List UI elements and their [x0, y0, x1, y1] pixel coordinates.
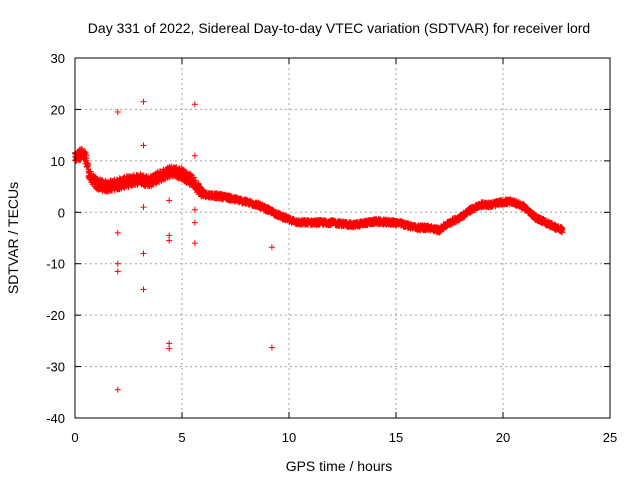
plot-frame [74, 57, 611, 419]
outlier-point [114, 386, 121, 393]
track-point [187, 171, 194, 178]
y-tick-label: -20 [46, 308, 65, 323]
outlier-point [140, 142, 147, 149]
x-tick-label: 0 [71, 430, 78, 445]
outlier-point [191, 152, 198, 159]
outlier-point [166, 340, 173, 347]
outlier-point [114, 268, 121, 275]
outlier-point [166, 232, 173, 239]
y-tick-label: 20 [51, 102, 65, 117]
y-tick-label: 30 [51, 51, 65, 66]
chart-title: Day 331 of 2022, Sidereal Day-to-day VTE… [88, 20, 590, 36]
tick-labels: 0 5 10 15 20 25 -40 -30 -20 -10 0 10 20 30 [46, 51, 617, 445]
y-tick-label: -40 [46, 411, 65, 426]
outlier-point [191, 219, 198, 226]
outlier-point [191, 101, 198, 108]
grid [74, 57, 611, 419]
y-tick-label: -10 [46, 257, 65, 272]
outlier-point [166, 237, 173, 244]
outlier-point [140, 250, 147, 257]
data-points [72, 98, 566, 393]
x-tick-label: 20 [496, 430, 510, 445]
x-tick-label: 15 [389, 430, 403, 445]
outlier-point [114, 229, 121, 236]
track-point [84, 162, 91, 169]
track-point [83, 152, 90, 159]
outlier-point [114, 260, 121, 267]
y-tick-label: 0 [58, 205, 65, 220]
y-tick-label: 10 [51, 154, 65, 169]
x-tick-label: 5 [178, 430, 185, 445]
outlier-point [268, 244, 275, 251]
outlier-point [191, 240, 198, 247]
y-axis-label: SDTVAR / TECUs [5, 182, 21, 294]
track-point [183, 169, 190, 176]
outlier-point [268, 344, 275, 351]
outlier-point [140, 286, 147, 293]
x-tick-label: 10 [282, 430, 296, 445]
y-tick-label: -30 [46, 360, 65, 375]
outlier-point [140, 204, 147, 211]
outlier-point [166, 197, 173, 204]
x-tick-label: 25 [603, 430, 617, 445]
x-axis-label: GPS time / hours [286, 458, 393, 474]
track-point [190, 174, 197, 181]
outlier-point [166, 345, 173, 352]
outlier-point [140, 98, 147, 105]
